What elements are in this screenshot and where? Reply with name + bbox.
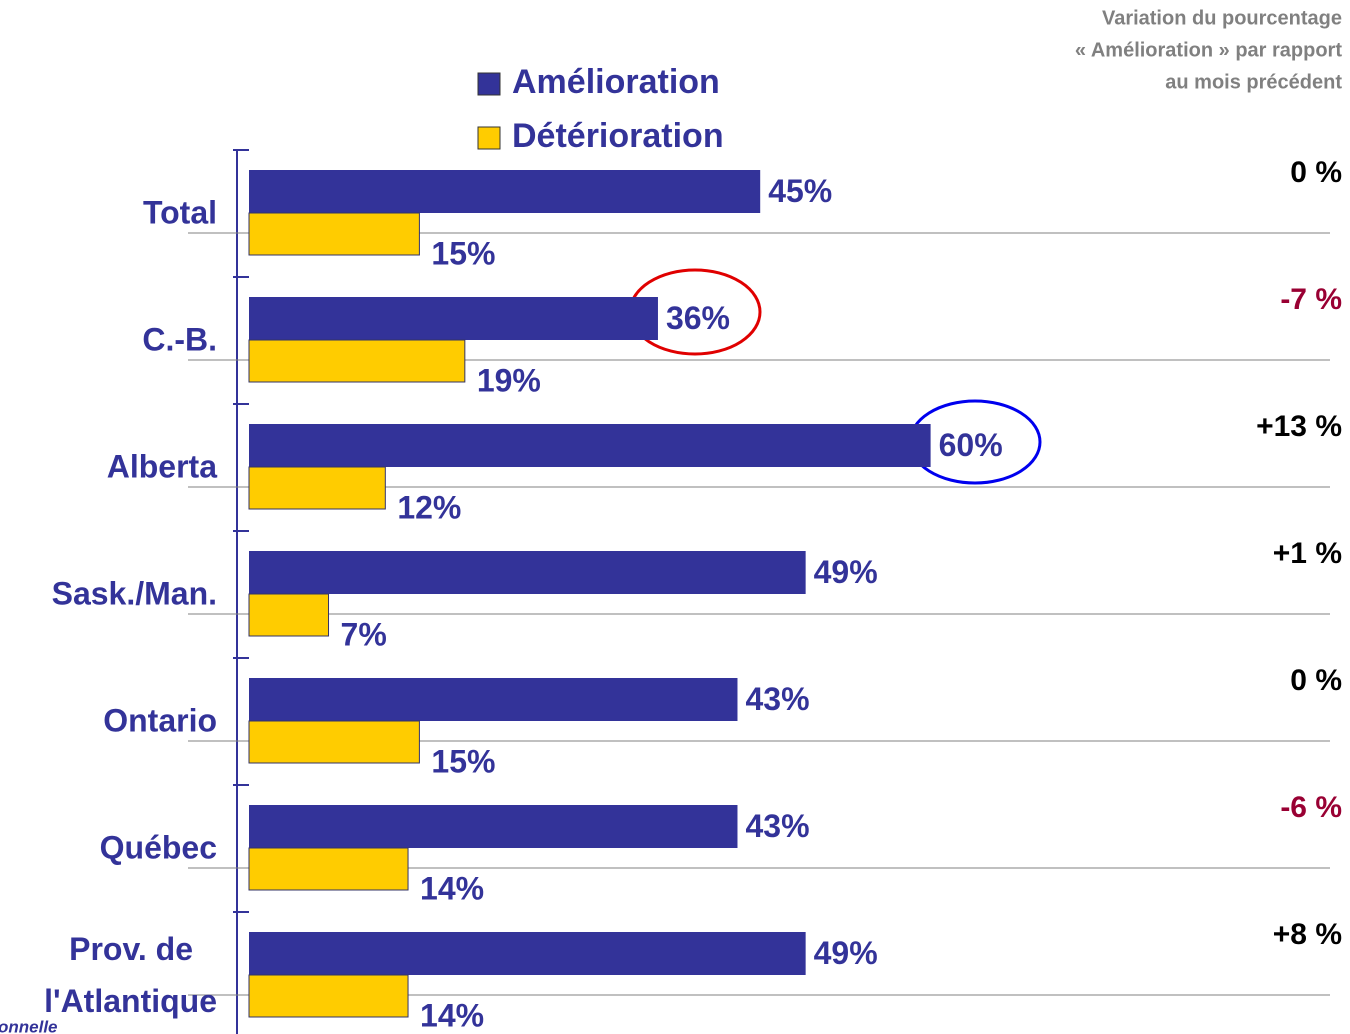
legend-swatch [477,72,501,96]
bar [249,424,931,467]
value-label: 12% [397,489,461,525]
bar [248,212,420,256]
change-label: -6 % [1280,791,1342,824]
bar [248,720,420,764]
value-label: 14% [420,997,484,1033]
category-label: Total [143,194,217,230]
category-label-line: Prov. de [69,931,193,967]
value-label: 49% [814,554,878,590]
change-title: « Amélioration » par rapport [1075,39,1342,61]
value-label: 45% [768,173,832,209]
bar [249,297,658,340]
change-title: Variation du pourcentage [1102,7,1342,29]
bar [249,170,761,213]
category-label: Sask./Man. [52,575,217,611]
bar [248,974,409,1018]
legend-label: Amélioration [512,63,720,101]
value-label: 7% [341,616,387,652]
category-label: Alberta [107,448,217,484]
category-label: Ontario [103,702,217,738]
value-label: 36% [666,300,730,336]
value-label: 15% [431,235,495,271]
category-label: Prov. de l'Atlantique [44,931,217,1019]
value-label: 49% [814,935,878,971]
bar [248,593,330,637]
change-label: -7 % [1280,283,1342,316]
bar [249,805,738,848]
change-title: au mois précédent [1165,71,1342,93]
bar [249,678,738,721]
bar [248,339,466,383]
legend-label: Détérioration [512,117,724,155]
value-label: 15% [431,743,495,779]
change-label: 0 % [1290,664,1342,697]
value-label: 14% [420,870,484,906]
value-label: 19% [477,362,541,398]
change-label: +1 % [1273,537,1342,570]
bar [248,847,409,891]
change-label: +13 % [1256,410,1342,443]
value-label: 43% [745,681,809,717]
bar [248,466,386,510]
bar [249,551,806,594]
value-label: 43% [745,808,809,844]
category-label: C.-B. [142,321,217,357]
change-label: +8 % [1273,918,1342,951]
value-label: 60% [939,427,1003,463]
legend-swatch [477,126,501,150]
bar [249,932,806,975]
change-label: 0 % [1290,156,1342,189]
category-label-line: l'Atlantique [44,983,217,1019]
category-label: Québec [100,829,217,865]
footnote: onnelle [0,1017,58,1034]
